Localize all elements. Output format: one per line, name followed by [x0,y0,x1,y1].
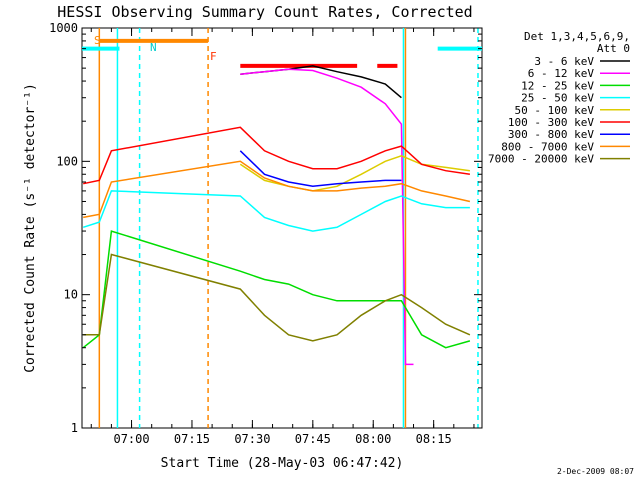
y-tick-label-1: 10 [64,288,78,302]
series-line-7 [83,160,471,219]
annotation-f: F [210,50,217,63]
chart-title: HESSI Observing Summary Count Rates, Cor… [57,3,472,21]
observing-time-bars [82,38,482,68]
plot-frame [81,27,483,429]
legend-label-6: 300 - 800 keV [508,128,594,141]
series-line-8 [83,253,471,342]
y-tick-label-0: 1 [71,421,78,435]
legend-label-7: 800 - 7000 keV [501,140,594,153]
x-tick-label-5: 08:15 [416,432,452,446]
plot-timestamp: 2-Dec-2009 08:07 [557,467,634,476]
series-line-2 [82,230,471,349]
series-line-1 [240,68,414,366]
x-tick-label-3: 07:45 [295,432,331,446]
legend-title-line-2: Att 0 [597,42,630,55]
x-tick-label-2: 07:30 [234,432,270,446]
legend-label-3: 25 - 50 keV [521,92,594,105]
legend-label-5: 100 - 300 keV [508,116,594,129]
y-tick-label-3: 1000 [49,21,78,35]
series-line-4 [239,154,471,192]
legend-label-1: 6 - 12 keV [528,67,595,80]
x-axis: 07:00 07:15 07:30 07:45 08:00 08:15 [90,28,475,446]
series-lines [82,65,471,366]
series-line-3 [82,190,470,232]
legend-label-0: 3 - 6 keV [534,55,594,68]
legend-label-8: 7000 - 20000 keV [488,153,594,166]
series-line-6 [239,150,402,188]
legend-label-2: 12 - 25 keV [521,79,594,92]
series-line-0 [240,65,402,99]
x-tick-label-0: 07:00 [113,432,149,446]
annotation-s: S [94,34,101,47]
x-tick-label-1: 07:15 [174,432,210,446]
vertical-markers [98,28,479,428]
x-axis-label: Start Time (28-May-03 06:47:42) [161,456,404,471]
y-axis-label: Corrected Count Rate (s⁻¹ detector⁻¹) [23,83,38,373]
x-tick-label-4: 08:00 [355,432,391,446]
y-axis: 1 10 100 1000 [49,21,482,435]
legend-label-4: 50 - 100 keV [515,104,595,117]
series-line-5 [83,126,471,185]
y-tick-label-2: 100 [56,154,78,168]
annotation-n: N [150,41,157,54]
legend-title-line-1: Det 1,3,4,5,6,9, [524,30,630,43]
